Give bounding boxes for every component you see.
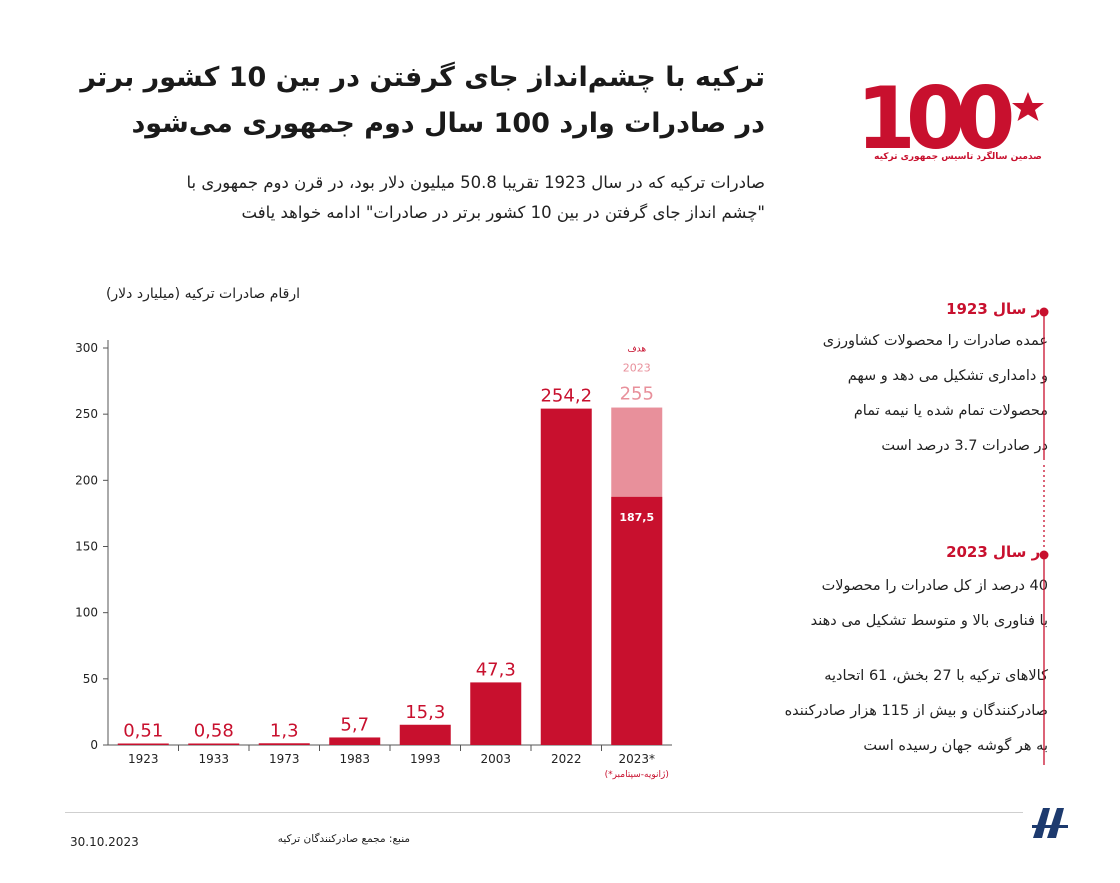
bar-value-label: 0,58	[194, 721, 234, 742]
y-tick-label: 150	[75, 540, 98, 554]
section-1923: در سال 1923 عمده صادرات را محصولات کشاور…	[823, 300, 1048, 464]
intro-text: صادرات ترکیه که در سال 1923 تقریبا 50.8 …	[45, 168, 765, 228]
agency-logo-text: AA	[1030, 806, 1032, 807]
section-2023-line: به هر گوشه جهان رسیده است	[863, 738, 1048, 754]
target-value-label: 255	[620, 384, 654, 405]
logo-caption: صدمین سالگرد تاسیس جمهوری ترکیه	[874, 152, 1042, 162]
section-1923-line: عمده صادرات را محصولات کشاورزی	[822, 333, 1048, 349]
y-tick-label: 200	[75, 473, 98, 487]
target-label: هدف	[627, 345, 646, 355]
bar	[399, 724, 451, 745]
star-icon	[1012, 92, 1044, 121]
bar-value-label: 187,5	[619, 511, 654, 524]
section-2023-line: با فناوری بالا و متوسط تشکیل می دهند	[810, 613, 1048, 629]
category-note: (*ژانویه-سپتامبر)	[605, 770, 669, 780]
footer-date: 30.10.2023	[70, 835, 139, 849]
bar-value-label: 47,3	[476, 659, 516, 680]
bar	[188, 743, 240, 745]
bar	[258, 743, 310, 745]
x-tick-label: 2003	[480, 752, 511, 766]
bar	[540, 408, 592, 745]
section-2023-line: کالاهای ترکیه با 27 بخش، 61 اتحادیه	[824, 668, 1048, 684]
x-tick-label: 2022	[551, 752, 582, 766]
bar	[329, 737, 381, 745]
agency-logo: AA	[1030, 806, 1068, 838]
y-tick-label: 250	[75, 407, 98, 421]
section-2023: در سال 2023 40 درصد از کل صادرات را محصو…	[785, 543, 1048, 764]
intro-line-2: "چشم انداز جای گرفتن در بین 10 کشور برتر…	[241, 203, 765, 222]
export-bar-chart: 0 50 100 150 200 250 300 1923 0,51 1933 0,58 1973 1,…	[75, 340, 672, 780]
section-1923-line: محصولات تمام شده یا نیمه تمام	[853, 403, 1048, 419]
bar-value-label: 0,51	[123, 721, 163, 742]
bar	[470, 682, 522, 745]
timeline-dot-1923	[1039, 307, 1049, 317]
timeline-rail	[1039, 307, 1049, 765]
section-1923-line: در صادرات 3.7 درصد است	[881, 438, 1048, 454]
bar	[611, 496, 663, 745]
page-title-line-2: در صادرات وارد 100 سال دوم جمهوری می‌شود	[131, 108, 765, 139]
bar-value-label: 1,3	[270, 720, 299, 741]
section-1923-heading: در سال 1923	[946, 300, 1048, 318]
section-2023-line: 40 درصد از کل صادرات را محصولات	[821, 578, 1048, 594]
section-1923-line: و دامداری تشکیل می دهد و سهم	[847, 368, 1048, 384]
centennial-logo: 100	[856, 70, 1044, 169]
timeline-dot-2023	[1039, 550, 1049, 560]
target-year-label: 2023	[623, 362, 651, 375]
section-2023-heading: در سال 2023	[946, 543, 1048, 561]
y-tick-label: 100	[75, 606, 98, 620]
bar-value-label: 254,2	[540, 386, 592, 407]
x-tick-label: 1923	[128, 752, 159, 766]
x-tick-label: 1933	[198, 752, 229, 766]
section-2023-line: صادرکنندگان و بیش از 115 هزار صادرکننده	[784, 703, 1048, 719]
y-tick-label: 300	[75, 341, 98, 355]
x-tick-label: 1973	[269, 752, 300, 766]
bar-value-label: 15,3	[405, 702, 445, 723]
bar	[117, 743, 169, 745]
bar-value-label: 5,7	[340, 714, 369, 735]
x-tick-label: 1993	[410, 752, 441, 766]
page-title-line-1: ترکیه با چشم‌انداز جای گرفتن در بین 10 ک…	[80, 62, 765, 93]
chart-title: ارقام صادرات ترکیه (میلیارد دلار)	[105, 286, 300, 302]
intro-line-1: صادرات ترکیه که در سال 1923 تقریبا 50.8 …	[186, 173, 765, 192]
footer-divider	[65, 812, 1023, 813]
x-tick-label: 1983	[339, 752, 370, 766]
x-tick-label: 2023*	[618, 752, 655, 766]
y-tick-label: 50	[83, 672, 98, 686]
y-tick-label: 0	[90, 738, 98, 752]
footer-source: منبع: مجمع صادرکنندگان ترکیه	[277, 833, 410, 845]
logo-number: 100	[856, 70, 1012, 169]
